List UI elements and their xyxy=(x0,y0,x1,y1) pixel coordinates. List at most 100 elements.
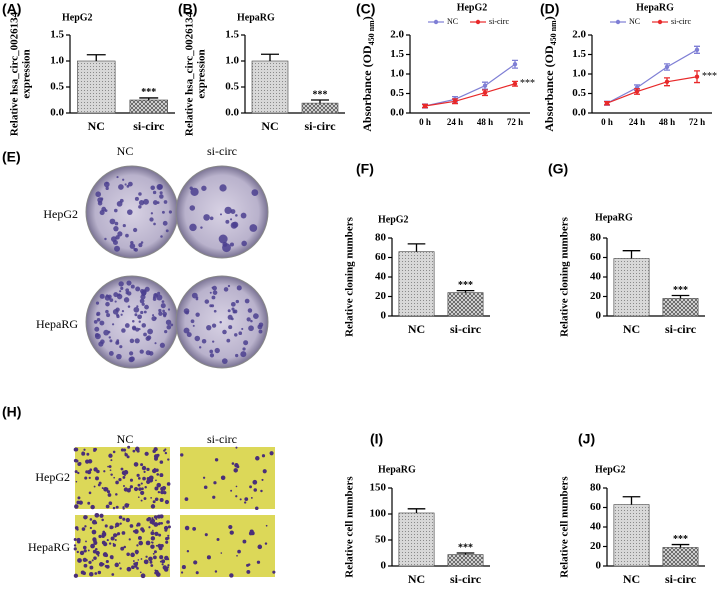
colony xyxy=(240,351,247,358)
migrated-cell xyxy=(118,562,121,564)
x-tick-label: 24 h xyxy=(629,117,645,127)
migrated-cell xyxy=(181,565,186,570)
migrated-cell xyxy=(91,559,94,562)
migrated-cell xyxy=(193,560,198,565)
y-axis-label-subscript: 450 nm xyxy=(549,20,558,45)
colony xyxy=(94,333,100,338)
migrated-cell xyxy=(137,483,141,487)
migrated-cell xyxy=(109,469,112,472)
migrated-cell xyxy=(165,540,169,544)
colony xyxy=(209,216,214,221)
migrated-cell xyxy=(85,470,89,474)
migrated-cell xyxy=(104,524,108,528)
migrated-cell xyxy=(261,478,264,481)
migrated-cell xyxy=(124,503,130,508)
significance: *** xyxy=(458,542,473,553)
x-tick-label: NC xyxy=(623,322,640,336)
migrated-cell xyxy=(127,445,131,449)
migrated-cell xyxy=(105,504,110,509)
colony xyxy=(130,284,135,289)
colony xyxy=(114,221,119,226)
x-tick-label: si-circ xyxy=(450,572,482,586)
colony xyxy=(151,316,157,322)
migrated-cell xyxy=(136,566,139,570)
y-tick-label: 1.5 xyxy=(572,48,586,60)
colony xyxy=(170,323,174,327)
colony xyxy=(99,293,105,299)
migrated-cell xyxy=(214,458,219,462)
y-tick-label: 40 xyxy=(590,271,602,283)
colony xyxy=(235,214,238,217)
colony xyxy=(115,235,120,240)
migrated-cell xyxy=(159,555,164,560)
x-tick-label: 0 h xyxy=(601,117,613,127)
colony xyxy=(121,310,125,313)
migrated-cell xyxy=(231,462,235,465)
point xyxy=(634,89,640,94)
migrated-cell xyxy=(184,525,190,531)
migrated-cell xyxy=(154,531,159,536)
migrated-cell xyxy=(148,526,151,529)
colony xyxy=(109,339,113,343)
colony xyxy=(247,308,253,313)
colony xyxy=(165,229,169,233)
migrated-cell xyxy=(83,563,88,568)
migrated-cell xyxy=(74,447,79,452)
chart-title: HepG2 xyxy=(457,2,488,13)
significance: *** xyxy=(673,534,688,545)
migrated-cell xyxy=(106,539,109,542)
migrated-cell xyxy=(83,515,88,520)
colony xyxy=(229,242,234,247)
y-tick-label: 80 xyxy=(590,482,602,494)
migrated-cell xyxy=(154,486,159,491)
colony xyxy=(228,325,233,330)
migrated-cell xyxy=(167,458,170,461)
migrated-cell xyxy=(254,506,259,511)
y-tick-label: 0.5 xyxy=(390,87,404,99)
migrated-cell xyxy=(89,526,92,530)
colony xyxy=(134,196,139,201)
migrated-cell xyxy=(158,546,163,551)
migrated-cell xyxy=(122,484,125,487)
y-tick-label: 1.0 xyxy=(390,68,404,80)
colony xyxy=(211,295,216,300)
migrated-cell xyxy=(137,496,140,498)
colony xyxy=(183,327,190,334)
migrated-cell xyxy=(120,467,124,471)
colony xyxy=(186,332,192,338)
colony xyxy=(113,292,119,298)
migrated-cell xyxy=(180,453,184,457)
y-tick-label: 1.0 xyxy=(50,55,64,67)
legend-label: si-circ xyxy=(489,17,509,26)
migrated-cell xyxy=(159,473,164,478)
bar xyxy=(613,504,650,567)
bar xyxy=(662,547,699,567)
migrated-cell xyxy=(104,532,107,534)
migrated-cell xyxy=(244,501,247,504)
y-axis-label: Relative cell numbers xyxy=(344,476,356,578)
colony xyxy=(233,309,238,314)
migrated-cell xyxy=(97,570,102,575)
colony xyxy=(183,308,190,314)
migrated-cell xyxy=(93,485,96,488)
migrated-cell xyxy=(118,477,122,482)
y-tick-label: 0 xyxy=(596,560,602,572)
colony xyxy=(133,306,140,313)
y-tick-label: 0.0 xyxy=(50,107,64,119)
column-label: si-circ xyxy=(207,144,237,158)
colony xyxy=(111,323,115,326)
colony xyxy=(116,313,119,317)
colony xyxy=(214,347,220,354)
migrated-cell xyxy=(161,485,167,491)
migrated-cell xyxy=(93,449,96,452)
colony xyxy=(141,302,145,306)
colony xyxy=(195,312,200,317)
migrated-cell xyxy=(115,493,118,496)
colony xyxy=(235,353,239,358)
migrated-cell xyxy=(101,518,104,522)
migrated-cell xyxy=(236,554,238,557)
x-tick-label: NC xyxy=(408,572,425,586)
bar xyxy=(77,60,116,114)
colony xyxy=(251,189,259,196)
migrated-cell xyxy=(214,570,218,573)
